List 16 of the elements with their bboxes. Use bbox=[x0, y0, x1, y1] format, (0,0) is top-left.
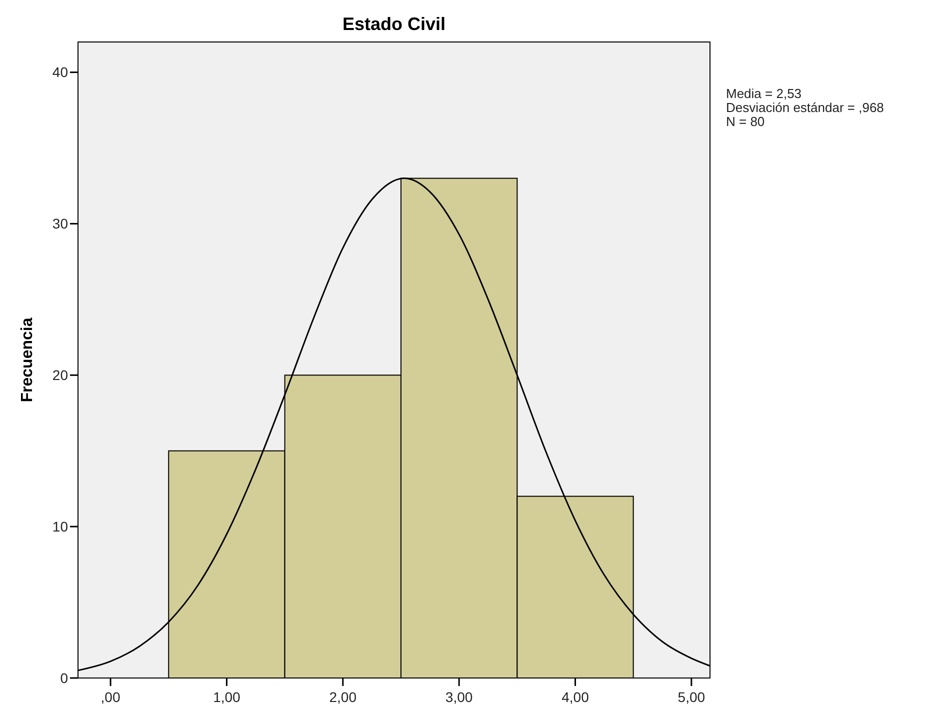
y-tick-label: 10 bbox=[52, 518, 68, 534]
y-tick-label: 20 bbox=[52, 367, 68, 384]
y-axis-title: Frecuencia bbox=[19, 318, 36, 402]
x-tick-label: ,00 bbox=[100, 689, 120, 705]
y-tick-label: 40 bbox=[52, 64, 68, 80]
y-tick-label: 30 bbox=[52, 216, 68, 232]
x-tick-label: 3,00 bbox=[445, 689, 473, 705]
x-tick-label: 4,00 bbox=[562, 689, 590, 705]
text: N = 80 bbox=[726, 114, 765, 129]
x-tick-label: 2,00 bbox=[329, 689, 357, 705]
chart-title: Estado Civil bbox=[342, 14, 446, 34]
y-tick-label: 0 bbox=[60, 670, 68, 686]
text: Desviación estándar = ,968 bbox=[726, 100, 884, 115]
x-tick-label: 1,00 bbox=[213, 689, 241, 705]
text: Media = 2,53 bbox=[726, 86, 802, 101]
x-tick-label: 5,00 bbox=[678, 689, 706, 705]
